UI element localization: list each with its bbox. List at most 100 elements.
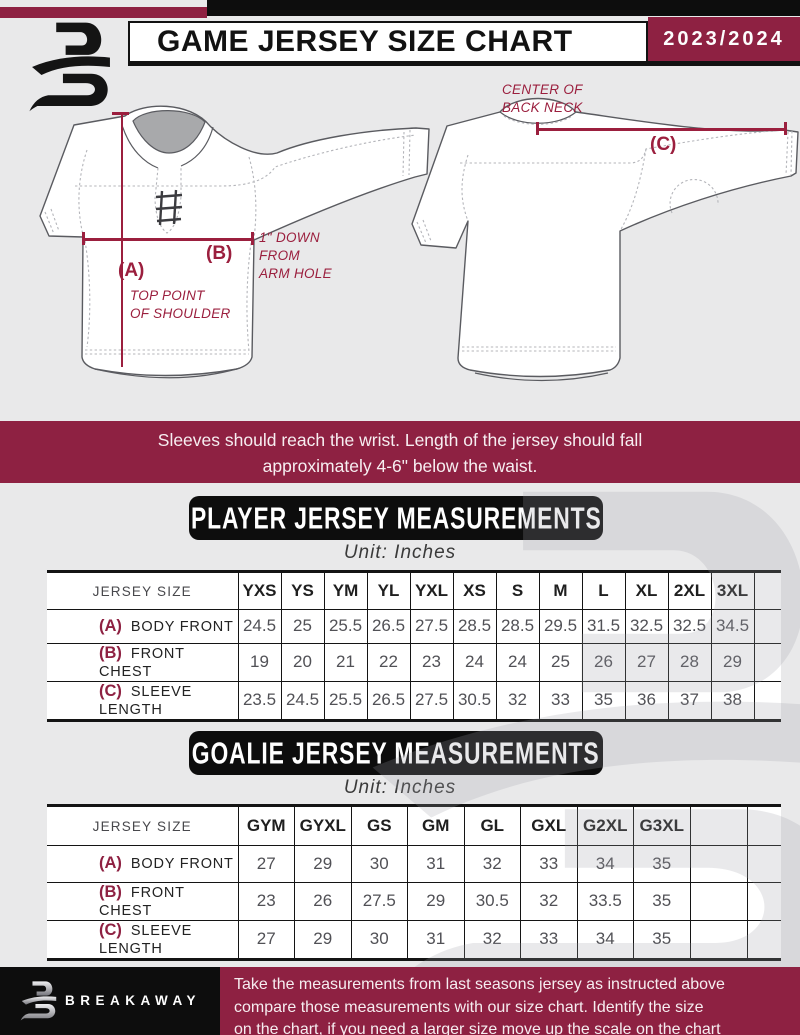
- notice-line-2: approximately 4-6" below the waist.: [262, 456, 538, 476]
- measurement-cell: 35: [633, 919, 690, 959]
- measure-tick-b-left: [82, 232, 85, 245]
- measurement-cell: 32: [463, 845, 521, 882]
- measurement-cell: 32.5: [624, 609, 668, 643]
- measurement-cell: 32: [520, 881, 577, 920]
- label-c: (C): [650, 134, 677, 155]
- measurement-cell: 26: [581, 642, 625, 681]
- row-label: (B) FRONT CHEST: [47, 642, 238, 681]
- size-col-header: GL: [463, 805, 521, 846]
- row-label: (A) BODY FRONT: [47, 845, 238, 882]
- footer: BREAKAWAY Take the measurements from las…: [0, 967, 800, 1035]
- measurement-cell: 28.5: [452, 609, 496, 643]
- season-label: 2023/2024: [663, 27, 785, 50]
- measurement-cell: 34.5: [710, 609, 754, 643]
- measurement-cell: 27.5: [409, 609, 453, 643]
- size-col-header: YXL: [409, 571, 453, 610]
- measurement-cell: 27: [237, 919, 295, 959]
- goalie-row-sleeve-length: (C) SLEEVE LENGTH 27 29 30 31 32 33 34 35: [47, 919, 781, 959]
- brand-wordmark: BREAKAWAY: [65, 993, 202, 1008]
- size-col-header: GS: [350, 805, 408, 846]
- empty-cell: [689, 845, 747, 882]
- row-label: (A) BODY FRONT: [47, 609, 238, 643]
- measurement-cell: 28.5: [495, 609, 539, 643]
- measure-line-b: [83, 238, 253, 241]
- goalie-section-header: GOALIE JERSEY MEASUREMENTS: [189, 731, 603, 775]
- measure-tick-c-right: [784, 122, 787, 135]
- player-row-sleeve-length: (C) SLEEVE LENGTH 23.5 24.5 25.5 26.5 27.…: [47, 680, 781, 720]
- measurement-cell: 32.5: [667, 609, 711, 643]
- goalie-header-row: JERSEY SIZE GYM GYXL GS GM GL GXL G2XL G…: [47, 805, 781, 846]
- measure-tick-b-right: [251, 232, 254, 245]
- size-col-header: 2XL: [667, 571, 711, 610]
- measure-line-c: [537, 128, 786, 131]
- player-row-front-chest: (B) FRONT CHEST 19 20 21 22 23 24 24 25 2…: [47, 642, 781, 681]
- measurement-cell: 36: [624, 680, 668, 720]
- measurement-cell: 26.5: [366, 609, 410, 643]
- label-a: (A): [118, 260, 145, 281]
- table-margin-cell: [753, 642, 781, 681]
- measurement-cell: 25: [280, 609, 324, 643]
- player-size-table: JERSEY SIZE YXS YS YM YL YXL XS S M L XL…: [47, 570, 781, 722]
- size-col-header: YM: [323, 571, 367, 610]
- measurement-cell: 27: [237, 845, 295, 882]
- size-col-header: G2XL: [576, 805, 634, 846]
- measurement-cell: 30: [350, 919, 408, 959]
- fit-notice-banner: Sleeves should reach the wrist. Length o…: [0, 421, 800, 483]
- label-b: (B): [206, 243, 233, 264]
- measurement-cell: 21: [323, 642, 367, 681]
- table-margin-cell: [746, 919, 781, 959]
- empty-cell: [689, 919, 747, 959]
- player-row-body-front: (A) BODY FRONT 24.5 25 25.5 26.5 27.5 28.…: [47, 609, 781, 643]
- measurement-cell: 19: [237, 642, 281, 681]
- measurement-cell: 38: [710, 680, 754, 720]
- footer-brand-panel: BREAKAWAY: [0, 967, 220, 1035]
- player-header-row: JERSEY SIZE YXS YS YM YL YXL XS S M L XL…: [47, 571, 781, 610]
- measurement-cell: 33: [538, 680, 582, 720]
- measurement-cell: 29: [294, 919, 351, 959]
- measurement-cell: 33: [520, 845, 577, 882]
- measurement-cell: 27.5: [350, 881, 408, 920]
- table-margin-cell: [746, 845, 781, 882]
- size-col-header: 3XL: [710, 571, 754, 610]
- measurement-cell: 23: [409, 642, 453, 681]
- size-col-header: S: [495, 571, 539, 610]
- page-title: GAME JERSEY SIZE CHART: [157, 25, 573, 58]
- title-box: GAME JERSEY SIZE CHART: [128, 21, 648, 66]
- measurement-cell: 33.5: [576, 881, 634, 920]
- measurement-cell: 30: [350, 845, 408, 882]
- measurement-cell: 23: [237, 881, 295, 920]
- measurement-cell: 35: [633, 845, 690, 882]
- label-c-caption: CENTER OF BACK NECK: [502, 82, 583, 115]
- top-maroon-bar: [0, 7, 207, 18]
- table-margin-cell: [746, 881, 781, 920]
- top-black-bar: [207, 0, 800, 16]
- breakaway-logo-icon: [20, 980, 58, 1022]
- goalie-unit-label: Unit: Inches: [343, 777, 457, 798]
- row-label: (C) SLEEVE LENGTH: [47, 680, 238, 720]
- measurement-cell: 35: [581, 680, 625, 720]
- measurement-cell: 31: [407, 845, 464, 882]
- size-col-header: GM: [407, 805, 464, 846]
- season-badge: 2023/2024: [648, 17, 800, 66]
- size-col-header: YS: [280, 571, 324, 610]
- label-a-caption: TOP POINT OF SHOULDER: [130, 288, 231, 321]
- size-col-header: GYXL: [294, 805, 351, 846]
- goalie-size-table: JERSEY SIZE GYM GYXL GS GM GL GXL G2XL G…: [47, 804, 781, 961]
- size-col-header: M: [538, 571, 582, 610]
- table-margin-cell: [753, 680, 781, 720]
- measurement-cell: 24.5: [280, 680, 324, 720]
- measurement-cell: 24.5: [237, 609, 281, 643]
- measurement-cell: 31: [407, 919, 464, 959]
- size-col-header: YXS: [237, 571, 281, 610]
- size-col-header: L: [581, 571, 625, 610]
- empty-size-header: [689, 805, 747, 846]
- measurement-cell: 22: [366, 642, 410, 681]
- footer-line-1: Take the measurements from last seasons …: [234, 976, 725, 993]
- measurement-cell: 34: [576, 919, 634, 959]
- measurement-cell: 35: [633, 881, 690, 920]
- notice-line-1: Sleeves should reach the wrist. Length o…: [157, 430, 643, 450]
- measurement-cell: 37: [667, 680, 711, 720]
- measurement-cell: 30.5: [452, 680, 496, 720]
- measurement-cell: 24: [452, 642, 496, 681]
- empty-cell: [689, 881, 747, 920]
